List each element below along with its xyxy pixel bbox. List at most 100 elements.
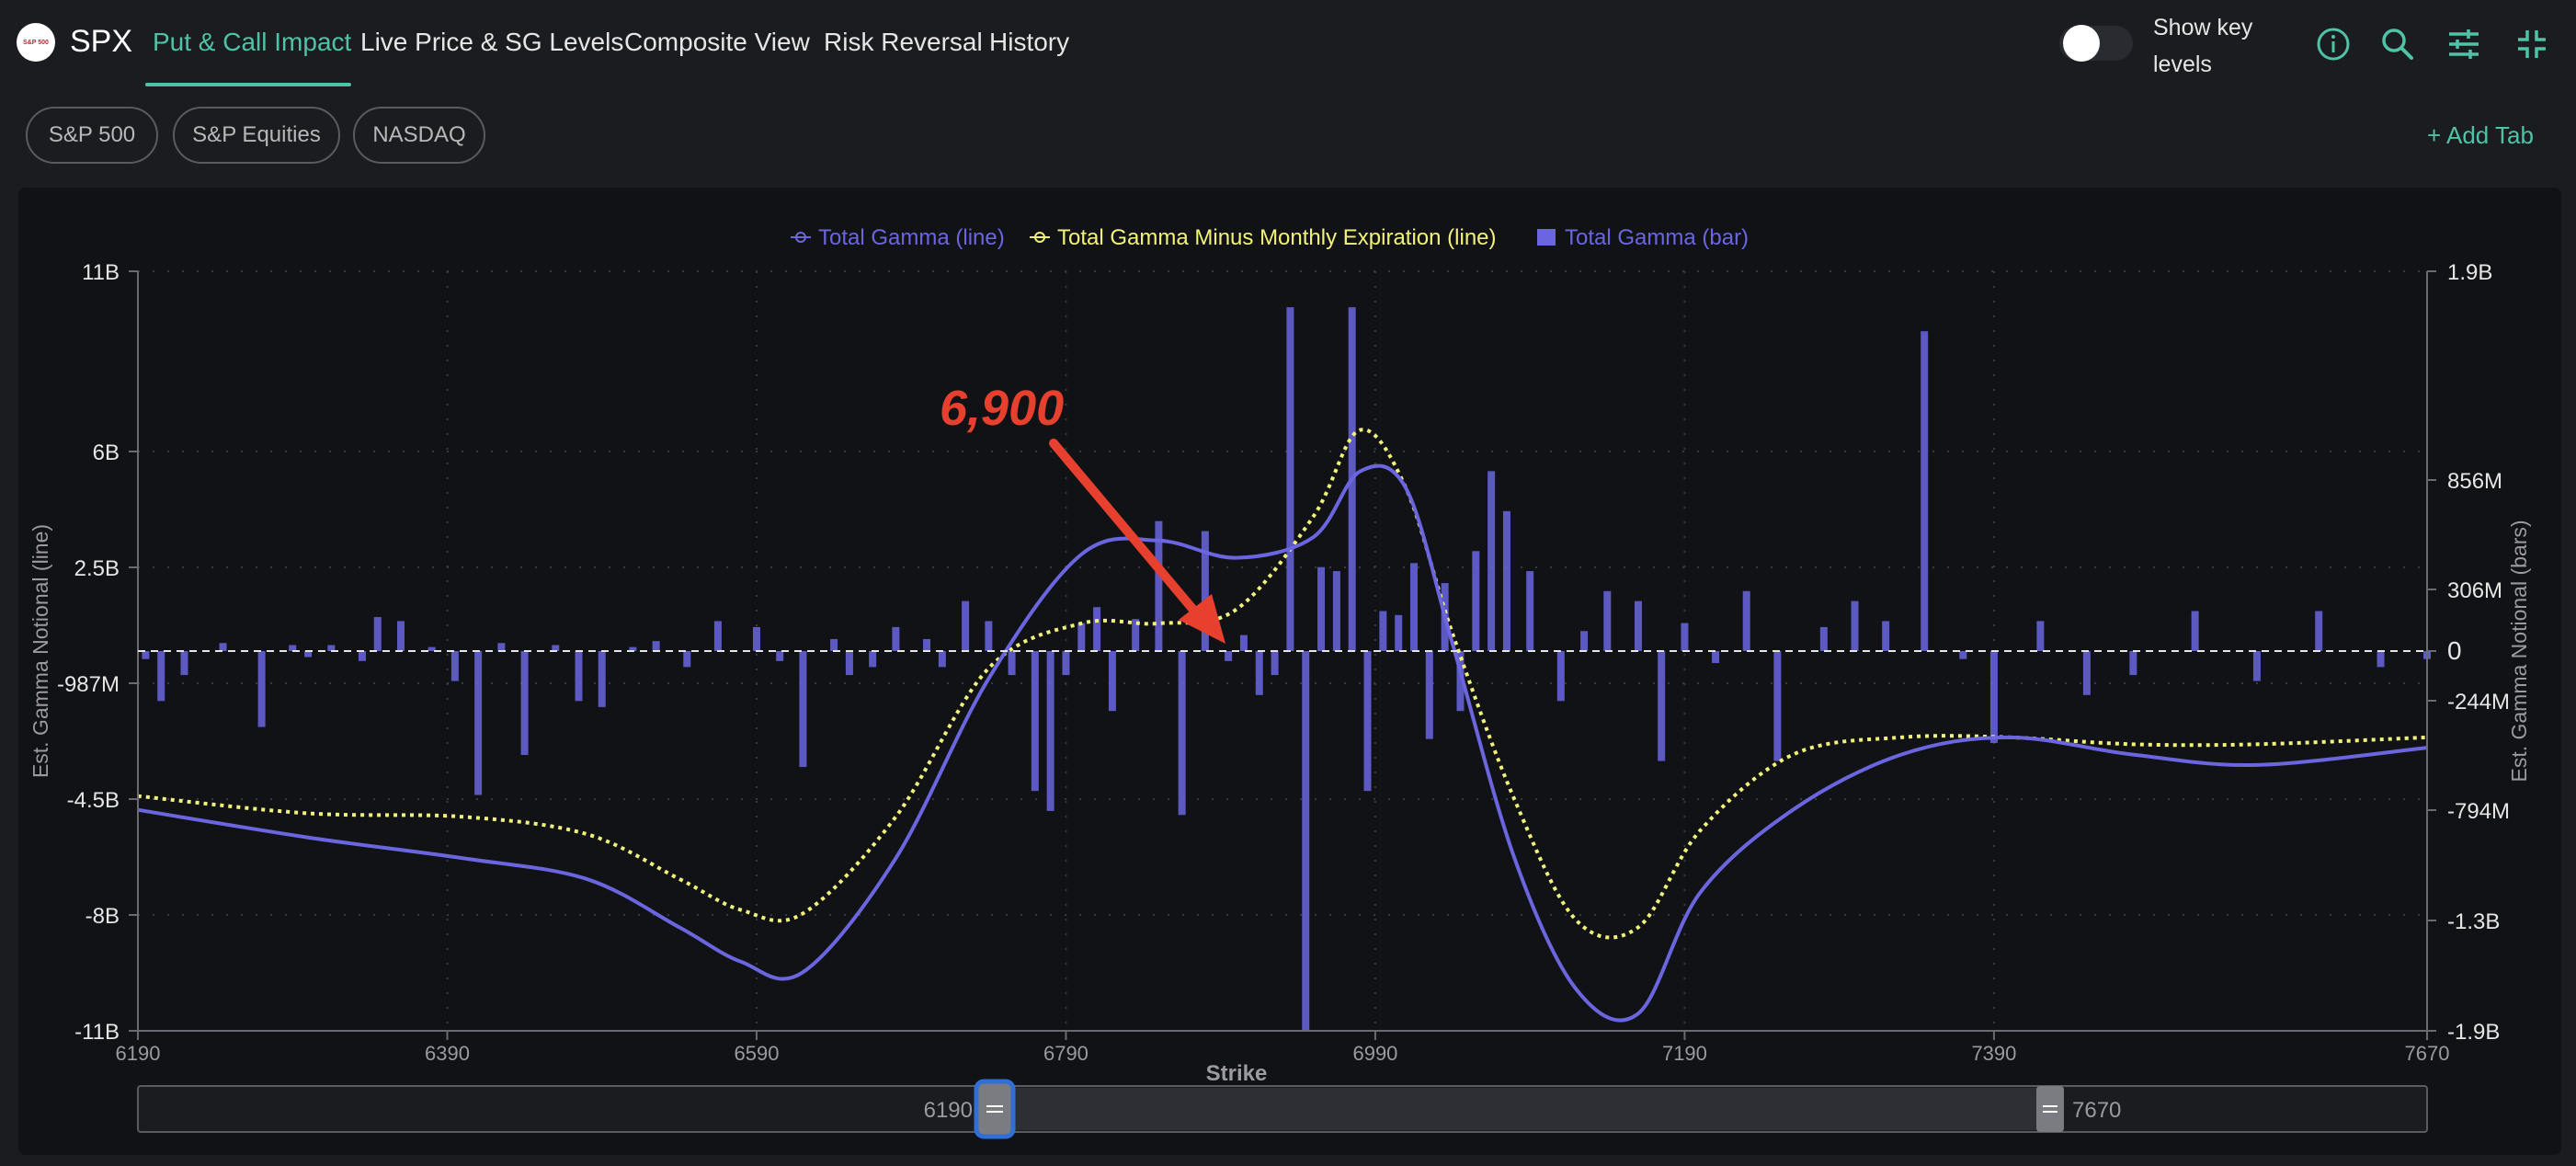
y-axis-right-title: Est. Gamma Notional (bars) [2507, 520, 2531, 782]
gamma-bar [358, 651, 366, 661]
gamma-bar [869, 651, 877, 668]
gamma-bar [1031, 651, 1039, 792]
gamma-bar [1742, 590, 1750, 651]
range-slider-end-label: 7670 [2072, 1098, 2121, 1123]
gamma-bar [713, 621, 722, 651]
gamma-bar [962, 600, 970, 651]
y-right-tick-label: 856M [2447, 469, 2502, 494]
y-right-tick-label: 1.9B [2447, 260, 2492, 285]
gamma-bar [1851, 600, 1859, 651]
gamma-bar [427, 646, 436, 651]
gamma-bar [219, 643, 227, 651]
gamma-bar [1921, 331, 1929, 651]
legend-item-minus-monthly-line: Total Gamma Minus Monthly Expiration (li… [1057, 225, 1497, 250]
chip-sp500[interactable]: S&P 500 [26, 107, 158, 164]
tab-put-call-impact[interactable]: Put & Call Impact [153, 28, 352, 56]
gamma-bar [397, 621, 405, 651]
x-tick-label: 7670 [2405, 1042, 2450, 1065]
x-tick-label: 6190 [116, 1042, 161, 1065]
total-gamma-minus-monthly-line [137, 428, 2428, 940]
toggle-knob[interactable] [2063, 25, 2100, 62]
legend-item-total-gamma-bar: Total Gamma (bar) [1565, 225, 1749, 250]
gamma-bar [1395, 614, 1403, 651]
active-tab-indicator [145, 83, 351, 86]
gamma-bar [629, 646, 637, 651]
gamma-bar [1819, 626, 1828, 651]
gamma-bar [1062, 651, 1070, 676]
gamma-bar [1201, 531, 1209, 651]
y-right-tick-label: -1.3B [2447, 909, 2500, 934]
gamma-bar [1526, 571, 1534, 651]
gamma-bar [289, 645, 297, 651]
info-icon[interactable] [2315, 26, 2352, 63]
add-tab-button[interactable]: + Add Tab [2427, 121, 2534, 149]
gamma-bar [1658, 651, 1666, 761]
gamma-bar [2082, 651, 2091, 695]
annotation-label-6900: 6,900 [940, 381, 1064, 436]
gamma-bar [142, 651, 150, 659]
sliders-icon[interactable] [2445, 26, 2482, 63]
legend-item-total-gamma-line: Total Gamma (line) [818, 225, 1005, 250]
range-slider-handle-start[interactable] [974, 1079, 1016, 1139]
gamma-bar [598, 651, 606, 707]
tab-risk-reversal[interactable]: Risk Reversal [824, 28, 983, 56]
gamma-bar [1410, 563, 1419, 651]
gamma-bar [257, 651, 266, 727]
x-tick-label: 7390 [1971, 1042, 2016, 1065]
gamma-bar [450, 651, 459, 681]
gamma-bar [180, 651, 188, 676]
gamma-bar [552, 645, 560, 651]
gamma-bar [1487, 471, 1496, 651]
gamma-bar [1255, 651, 1263, 695]
y-left-tick-label: 11B [82, 260, 120, 285]
x-tick-label: 7190 [1662, 1042, 1707, 1065]
chip-nasdaq[interactable]: NASDAQ [353, 107, 485, 164]
gamma-bar [1239, 634, 1248, 651]
gamma-bar [474, 651, 483, 795]
gamma-bar [1580, 631, 1589, 651]
y-right-tick-label: 0 [2447, 636, 2462, 665]
y-right-tick-label: -1.9B [2447, 1020, 2500, 1045]
range-slider-start-label: 6190 [924, 1098, 973, 1123]
gamma-bar [373, 617, 382, 651]
gamma-bar [1502, 510, 1510, 651]
y-left-tick-label: 2.5B [74, 556, 120, 581]
x-tick-label: 6390 [425, 1042, 470, 1065]
gamma-bar [1108, 651, 1116, 712]
gamma-bar [752, 626, 760, 651]
range-slider-selection[interactable] [997, 1088, 2049, 1130]
gamma-bar [1681, 623, 1689, 651]
tab-composite-view[interactable]: Composite View [624, 28, 810, 56]
gamma-bar [1077, 623, 1086, 651]
gamma-bar [1556, 651, 1565, 702]
gamma-bar [1225, 651, 1233, 661]
x-tick-label: 6590 [734, 1042, 779, 1065]
tab-history[interactable]: History [989, 28, 1070, 56]
annotation-arrow-head [1179, 594, 1225, 644]
gamma-bar [1302, 651, 1310, 1031]
legend-marker [795, 232, 806, 243]
gamma-bar [2129, 651, 2137, 676]
gamma-bar [1959, 651, 1967, 659]
y-left-tick-label: -11B [74, 1020, 120, 1045]
search-icon[interactable] [2379, 26, 2416, 63]
chip-sp-equities[interactable]: S&P Equities [173, 107, 340, 164]
gamma-bar [575, 651, 583, 702]
collapse-icon[interactable] [2513, 26, 2550, 63]
annotation-arrow-shaft [1049, 439, 1207, 625]
gamma-bar [1155, 520, 1163, 651]
total-gamma-line [137, 463, 2428, 1023]
gamma-bar [497, 643, 506, 651]
tab-live-price-sg-levels[interactable]: Live Price & SG Levels [360, 28, 624, 56]
gamma-bar [845, 651, 853, 676]
show-key-levels-label: Show key levels [2153, 15, 2253, 77]
gamma-bar [923, 638, 931, 651]
gamma-bar [1603, 590, 1612, 651]
range-slider-handle-end[interactable] [2036, 1086, 2064, 1132]
top-nav-bar: S&P 500 SPX Put & Call Impact Live Price… [0, 0, 2576, 88]
legend-marker [1034, 232, 1045, 243]
gamma-bar [1773, 651, 1782, 761]
gamma-bar [1456, 651, 1465, 712]
gamma-bar [1363, 651, 1372, 792]
